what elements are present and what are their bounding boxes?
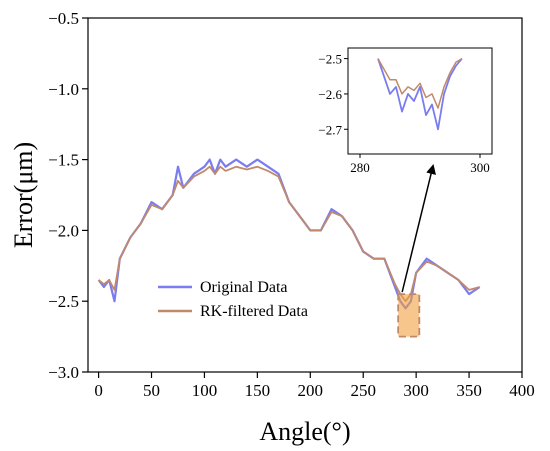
x-tick-label: 200: [298, 381, 324, 400]
x-tick-label: 0: [94, 381, 103, 400]
x-tick-label: 150: [245, 381, 271, 400]
inset-x-tick-label: 300: [470, 160, 490, 175]
y-tick-label: −3.0: [48, 363, 79, 382]
series-line-original: [97, 158, 481, 310]
x-tick-label: 100: [192, 381, 218, 400]
inset-plot: 280 300 −2.5 −2.6 −2.7: [318, 47, 493, 293]
legend: Original Data RK-filtered Data: [158, 279, 308, 320]
x-tick-label: 50: [143, 381, 160, 400]
x-tick-label: 250: [350, 381, 376, 400]
y-tick-label: −2.0: [48, 221, 79, 240]
x-tick-label: 300: [403, 381, 429, 400]
y-tick-label: −0.5: [48, 9, 79, 28]
inset-series-line-rk-filtered: [377, 57, 463, 109]
legend-label-rk-filtered: RK-filtered Data: [200, 303, 308, 320]
inset-y-tick-label: −2.6: [318, 87, 342, 102]
zoom-arrow: [401, 164, 436, 293]
y-tick-label: −2.5: [48, 292, 79, 311]
highlight-box: [397, 293, 421, 338]
inset-series-line-original: [377, 58, 463, 131]
x-tick-label: 400: [509, 381, 535, 400]
series-line-rk-filtered: [98, 165, 480, 303]
inset-frame: [347, 47, 493, 155]
inset-y-tick-label: −2.5: [318, 52, 342, 67]
y-tick-label: −1.5: [48, 151, 79, 170]
inset-x-tick-label: 280: [350, 160, 370, 175]
legend-label-original: Original Data: [200, 279, 288, 296]
x-axis-label: Angle(°): [259, 417, 350, 446]
y-tick-label: −1.0: [48, 80, 79, 99]
plot-frame: [87, 17, 523, 373]
y-axis-label: Error(μm): [9, 142, 38, 248]
main-plot: 0 50 100 150 200 250 300 350 400 −0.5 −1.0 −1.5 −2.0…: [9, 9, 535, 446]
x-tick-label: 350: [456, 381, 482, 400]
inset-y-tick-label: −2.7: [318, 122, 342, 137]
